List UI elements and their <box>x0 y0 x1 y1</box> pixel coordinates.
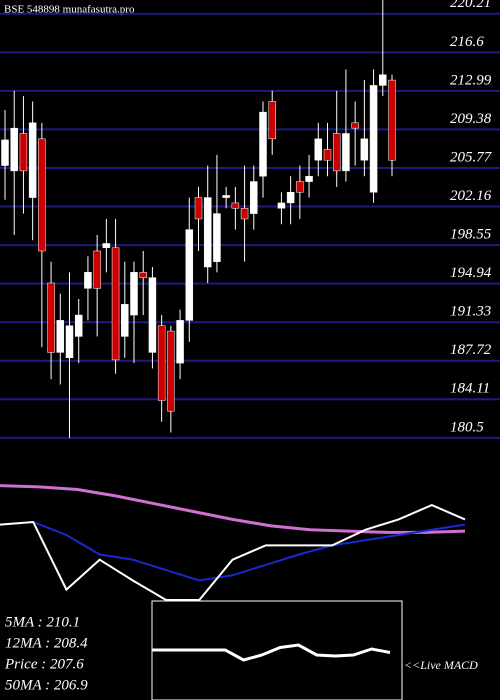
candle-body <box>277 202 286 209</box>
candle-body <box>213 213 221 262</box>
candle-body <box>314 138 323 161</box>
y-tick-label: 202.16 <box>450 188 492 204</box>
candle-body <box>28 122 37 198</box>
candle-body <box>65 325 74 359</box>
y-tick-label: 205.77 <box>450 149 493 165</box>
candle-body <box>185 229 194 321</box>
candle-body <box>10 127 18 172</box>
candle-body <box>148 277 157 353</box>
candle-body <box>305 175 313 182</box>
macd-label: <<Live MACD <box>404 658 478 672</box>
y-tick-label: 184.11 <box>450 381 490 397</box>
y-tick-label: 180.5 <box>450 419 484 435</box>
y-tick-label: 194.94 <box>450 265 492 281</box>
indicator-value: 5MA : 210.1 <box>5 614 80 630</box>
candle-body <box>240 208 249 220</box>
indicator-line <box>0 520 466 582</box>
candle-body <box>296 181 304 193</box>
indicator-value: 12MA : 208.4 <box>5 635 88 651</box>
indicator-line <box>0 504 466 601</box>
candle-body <box>19 133 28 172</box>
candle-body <box>342 133 350 172</box>
candle-body <box>56 320 65 353</box>
candle-body <box>167 330 175 412</box>
candle-body <box>157 325 166 401</box>
candle-body <box>250 181 258 214</box>
candle-body <box>388 79 396 161</box>
candle-body <box>194 197 203 220</box>
candle-body <box>84 272 92 289</box>
y-tick-label: 216.6 <box>450 34 484 50</box>
candle-body <box>47 282 55 353</box>
candle-body <box>203 197 212 268</box>
candle-body <box>268 101 276 140</box>
candle-body <box>222 195 230 198</box>
y-tick-label: 209.38 <box>450 111 492 127</box>
indicator-line <box>0 484 466 534</box>
candle-body <box>286 191 295 204</box>
candle-body <box>111 247 120 361</box>
y-tick-label: 198.55 <box>450 227 492 243</box>
candle-body <box>332 133 341 172</box>
candle-body <box>1 139 9 166</box>
indicator-value: Price : 207.6 <box>4 656 84 672</box>
candle-body <box>379 74 387 86</box>
candle-body <box>176 320 184 364</box>
y-tick-label: 220.21 <box>450 0 491 11</box>
candle-body <box>369 85 378 193</box>
indicator-line <box>152 643 391 662</box>
indicator-value: 50MA : 206.9 <box>5 677 88 693</box>
candle-body <box>139 272 147 278</box>
candle-body <box>351 122 359 129</box>
candle-body <box>74 314 83 337</box>
chart-title: BSE 548898 munafasutra.pro <box>4 4 135 16</box>
candle-body <box>102 243 111 249</box>
candle-body <box>38 138 46 252</box>
candle-body <box>231 202 240 209</box>
candle-body <box>93 250 101 289</box>
y-tick-label: 212.99 <box>450 72 492 88</box>
candle-body <box>130 272 138 316</box>
y-tick-label: 191.33 <box>450 304 491 320</box>
candle-body <box>323 149 332 161</box>
candle-body <box>360 138 369 161</box>
candle-body <box>121 304 129 337</box>
candle-body <box>259 111 267 177</box>
y-tick-label: 187.72 <box>450 342 492 358</box>
